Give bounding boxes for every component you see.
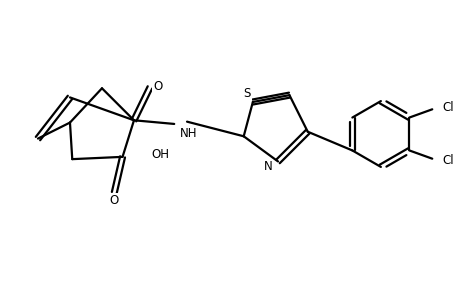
Text: Cl: Cl bbox=[442, 154, 453, 167]
Text: O: O bbox=[153, 80, 162, 93]
Text: OH: OH bbox=[151, 148, 168, 160]
Text: NH: NH bbox=[179, 128, 197, 140]
Text: Cl: Cl bbox=[442, 100, 453, 113]
Text: N: N bbox=[263, 160, 272, 173]
Text: O: O bbox=[109, 194, 119, 207]
Text: S: S bbox=[243, 87, 251, 100]
